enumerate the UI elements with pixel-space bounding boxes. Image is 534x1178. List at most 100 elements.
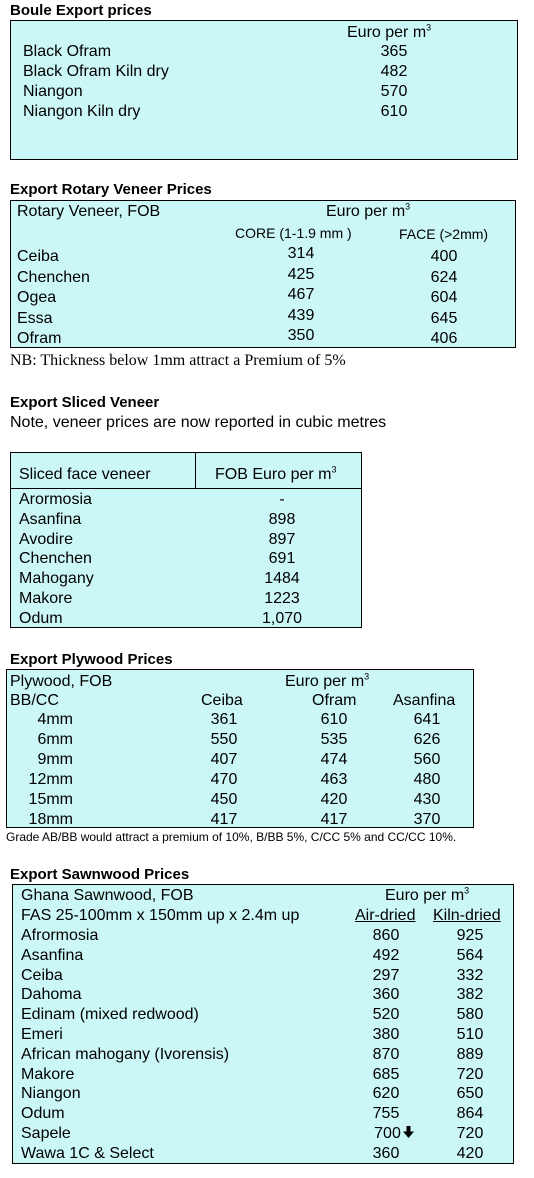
plywood-row-ceiba: 361 <box>210 711 238 728</box>
sawn-row-name: Emeri <box>21 1026 63 1043</box>
plywood-col-ceiba: Ceiba <box>201 692 243 709</box>
plywood-row-asanfina: 430 <box>413 791 441 808</box>
rotary-row-face: 624 <box>430 268 458 286</box>
sliced-row-name: Arormosia <box>19 491 92 508</box>
plywood-header-label: Plywood, FOB <box>10 673 113 690</box>
sliced-col-name: Sliced face veneer <box>19 466 151 483</box>
sliced-col-value: FOB Euro per m3 <box>215 464 337 483</box>
sawn-row-name: Makore <box>21 1065 75 1083</box>
sawn-row-air: 297 <box>372 966 400 984</box>
sliced-title: Export Sliced Veneer <box>10 394 160 411</box>
plywood-row-ofram: 417 <box>320 811 348 828</box>
boule-unit-header: Euro per m3 <box>347 22 432 41</box>
rotary-row-face: 400 <box>430 248 458 265</box>
sawn-row-kiln: 420 <box>456 1144 484 1162</box>
plywood-row-size: 12mm <box>28 771 73 788</box>
plywood-col-ofram: Ofram <box>312 692 357 709</box>
plywood-row-asanfina: 480 <box>413 771 441 788</box>
sawn-row-name: Sapele <box>21 1125 71 1142</box>
boule-row-value: 610 <box>380 103 408 120</box>
sawn-row-kiln: 720 <box>456 1065 484 1083</box>
sliced-row-name: Mahogany <box>19 570 94 588</box>
boule-row-name: Black Ofram Kiln dry <box>23 63 169 80</box>
plywood-row-ceiba: 550 <box>210 731 238 748</box>
sliced-row-value: - <box>279 491 285 508</box>
sawn-row-name: Odum <box>21 1105 65 1123</box>
sawn-row-air: 870 <box>372 1045 400 1063</box>
boule-table: Euro per m3 Black Ofram 365 Black Ofram Ki… <box>10 20 518 160</box>
rotary-col-core: CORE (1-1.9 mm ) <box>235 225 352 241</box>
down-arrow-icon <box>402 1125 414 1143</box>
rotary-unit-header: Euro per m3 <box>326 201 411 220</box>
sawn-title: Export Sawnwood Prices <box>10 866 190 883</box>
sliced-row-name: Odum <box>19 609 63 627</box>
sawn-row-kiln: 564 <box>456 946 484 964</box>
sawn-row-name: Niangon <box>21 1085 81 1103</box>
plywood-row-size: 15mm <box>28 791 73 808</box>
sliced-row-name: Asanfina <box>19 510 82 528</box>
rotary-row-core: 314 <box>287 245 315 262</box>
sawn-row-name: Afrormosia <box>21 927 99 944</box>
sliced-row-value: 1223 <box>264 590 300 607</box>
rotary-row-name: Ofram <box>17 330 62 347</box>
sawn-row-kiln: 510 <box>456 1026 484 1043</box>
rotary-row-face: 645 <box>430 309 458 327</box>
sawn-row-name: African mahogany (Ivorensis) <box>21 1045 230 1063</box>
boule-row-name: Black Ofram <box>23 43 112 60</box>
sawn-row-air: 520 <box>372 1006 400 1024</box>
sawn-row-name: Asanfina <box>21 946 84 964</box>
rotary-row-core: 439 <box>287 306 315 324</box>
sawn-row-air: 492 <box>372 946 400 964</box>
sliced-note: Note, veneer prices are now reported in … <box>10 414 387 431</box>
sliced-header-col-divider <box>195 453 196 488</box>
plywood-row-asanfina: 560 <box>413 751 441 768</box>
plywood-unit-header: Euro per m3 <box>285 671 370 690</box>
sliced-row-name: Chenchen <box>19 550 92 568</box>
sliced-row-value: 897 <box>268 530 296 548</box>
plywood-title: Export Plywood Prices <box>10 651 173 668</box>
sawn-row-name: Wawa 1C & Select <box>21 1144 154 1162</box>
sawn-row-kiln: 925 <box>456 927 484 944</box>
rotary-header-label: Rotary Veneer, FOB <box>17 203 161 220</box>
rotary-row-core: 425 <box>287 265 315 283</box>
plywood-row-ofram: 474 <box>320 751 348 768</box>
sawn-row-kiln: 889 <box>456 1045 484 1063</box>
sawn-row-air: 360 <box>372 1144 400 1162</box>
plywood-row-ofram: 535 <box>320 731 348 748</box>
plywood-row-size: 18mm <box>28 811 73 828</box>
sliced-row-value: 1,070 <box>261 609 303 627</box>
sliced-row-value: 1484 <box>264 570 300 588</box>
sawn-row-name: Ceiba <box>21 966 63 984</box>
plywood-table: Plywood, FOB Euro per m3 BB/CC Ceiba Ofr… <box>6 669 474 828</box>
plywood-row-asanfina: 370 <box>413 811 441 828</box>
plywood-row-size: 6mm <box>37 731 73 748</box>
sawn-row-kiln: 864 <box>456 1105 484 1123</box>
sawn-header-label: Ghana Sawnwood, FOB <box>21 887 194 904</box>
sawn-row-name: Dahoma <box>21 986 82 1004</box>
sawn-col-kiln: Kiln-dried <box>433 907 501 924</box>
sawn-row-air: 360 <box>372 986 400 1004</box>
sliced-row-name: Avodire <box>19 530 73 548</box>
sawn-unit-header: Euro per m3 <box>385 885 470 904</box>
plywood-note: Grade AB/BB would attract a premium of 1… <box>6 830 457 844</box>
rotary-row-name: Ogea <box>17 289 57 306</box>
plywood-row-ofram: 420 <box>320 791 348 808</box>
plywood-col-asanfina: Asanfina <box>393 692 456 709</box>
sawn-row-kiln: 720 <box>456 1125 484 1142</box>
sawn-spec: FAS 25-100mm x 150mm up x 2.4m up <box>21 907 300 924</box>
rotary-row-name: Essa <box>17 309 53 327</box>
boule-title: Boule Export prices <box>10 2 152 19</box>
sawn-col-air: Air-dried <box>355 907 416 924</box>
sawn-row-air-value: 700 <box>374 1125 401 1142</box>
boule-row-name: Niangon Kiln dry <box>23 103 141 120</box>
plywood-row-ofram: 610 <box>320 711 348 728</box>
sawn-table: Ghana Sawnwood, FOB Euro per m3 FAS 25-1… <box>12 884 514 1164</box>
sawn-row-air: 380 <box>372 1026 400 1043</box>
plywood-row-size: 4mm <box>37 711 73 728</box>
rotary-row-name: Chenchen <box>17 268 90 286</box>
plywood-row-ceiba: 450 <box>210 791 238 808</box>
sliced-header-divider <box>11 488 361 489</box>
rotary-table: Rotary Veneer, FOB Euro per m3 CORE (1-1… <box>10 200 516 348</box>
sliced-row-value: 691 <box>268 550 296 568</box>
plywood-row-ofram: 463 <box>320 771 348 788</box>
